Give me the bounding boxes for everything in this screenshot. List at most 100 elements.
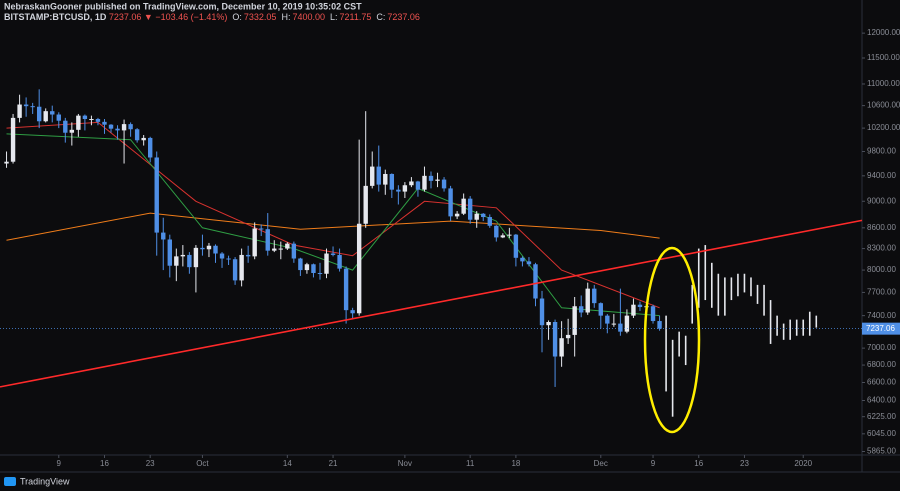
y-tick-label: 10200.00 [867, 123, 900, 132]
ohlc-value: 7332.05 [244, 12, 277, 22]
trendline [0, 219, 863, 388]
candle-body [134, 129, 140, 141]
candle-body [324, 253, 329, 274]
candle-body [187, 254, 192, 268]
candle-body [285, 243, 290, 249]
candle-body [350, 310, 355, 314]
candle-body [611, 323, 617, 325]
candle-body [50, 111, 55, 115]
candle-body [337, 254, 342, 269]
candle-body [467, 198, 473, 220]
candle-body [23, 104, 29, 107]
candle-body [252, 228, 257, 257]
change: ▼ −103.46 (−1.41%) [144, 12, 227, 22]
candle-body [56, 114, 61, 121]
x-tick-label: 23 [146, 459, 155, 468]
candle-body [487, 217, 492, 226]
y-tick-label: 8600.00 [867, 223, 896, 232]
highlight-ellipse [643, 246, 701, 434]
x-tick-label: 21 [329, 459, 338, 468]
x-tick-label: 2020 [794, 459, 812, 468]
candle-body [330, 253, 336, 255]
y-tick-label: 12000.00 [867, 28, 900, 37]
candle-body [520, 257, 525, 262]
candle-body [605, 315, 610, 324]
candle-body [69, 129, 75, 133]
ohlc-key: H: [281, 12, 290, 22]
candle-body [370, 166, 375, 186]
candle-body [291, 243, 297, 259]
candle-body [396, 189, 401, 192]
candle-body [278, 248, 284, 250]
candle-body [108, 124, 114, 129]
y-tick-label: 7400.00 [867, 311, 896, 320]
x-tick-label: Nov [398, 459, 412, 468]
candle-body [448, 188, 453, 217]
y-tick-label: 6400.00 [867, 396, 896, 405]
candle-body [36, 106, 42, 122]
candle-body [657, 321, 662, 329]
candle-body [552, 321, 558, 357]
candle-body [121, 124, 127, 131]
candle-body [383, 173, 388, 185]
candle-body [435, 179, 440, 181]
y-tick-label: 6225.00 [867, 412, 896, 421]
candle-body [161, 232, 166, 240]
y-tick-label: 9800.00 [867, 147, 896, 156]
y-tick-label: 5865.00 [867, 447, 896, 456]
y-tick-label: 8300.00 [867, 244, 896, 253]
candle-body [76, 115, 81, 130]
candle-body [637, 304, 643, 308]
candle-body [147, 137, 153, 158]
candle-body [89, 119, 94, 121]
y-tick-label: 6045.00 [867, 429, 896, 438]
candle-body [63, 120, 68, 133]
y-tick-label: 10600.00 [867, 101, 900, 110]
candle-body [206, 245, 212, 250]
candle-body [454, 213, 460, 217]
candle-body [474, 213, 479, 220]
candle-body [494, 225, 499, 238]
candle-body [128, 124, 133, 130]
candle-body [115, 128, 120, 131]
candle-body [174, 256, 179, 266]
x-tick-label: 16 [100, 459, 109, 468]
candle-body [409, 181, 414, 186]
candle-body [559, 338, 564, 357]
candle-body [259, 228, 264, 230]
candle-body [219, 253, 225, 259]
ohlc-key: C: [376, 12, 385, 22]
x-tick-label: 23 [740, 459, 749, 468]
candle-body [592, 288, 597, 304]
candle-body [572, 306, 577, 335]
y-tick-label: 6800.00 [867, 360, 896, 369]
candle-body [376, 166, 381, 185]
candle-body [631, 304, 636, 316]
last-price-tag [862, 322, 900, 335]
candle-body [43, 111, 48, 122]
candle-body [624, 315, 630, 332]
candle-body [239, 254, 244, 281]
y-tick-label: 11500.00 [867, 53, 900, 62]
candle-body [507, 234, 512, 236]
candle-body [533, 264, 538, 299]
candle-body [30, 106, 35, 108]
candle-body [546, 321, 551, 326]
x-tick-label: 9 [57, 459, 62, 468]
candle-body [356, 223, 362, 314]
candle-body [193, 247, 199, 268]
candle-body [578, 306, 584, 313]
candle-body [141, 137, 146, 141]
logo [4, 477, 16, 486]
y-tick-label: 9400.00 [867, 171, 896, 180]
candle-body [82, 115, 88, 120]
candle-body [343, 268, 349, 311]
candle-body [95, 119, 101, 122]
symbol-line: BITSTAMP:BTCUSD, 1D 7237.06 ▼ −103.46 (−… [4, 12, 420, 22]
candle-body [585, 288, 590, 313]
footer-brand: TradingView [20, 476, 70, 486]
candle-body [500, 235, 506, 238]
x-tick-label: 14 [283, 459, 292, 468]
ohlc-key: L: [330, 12, 338, 22]
